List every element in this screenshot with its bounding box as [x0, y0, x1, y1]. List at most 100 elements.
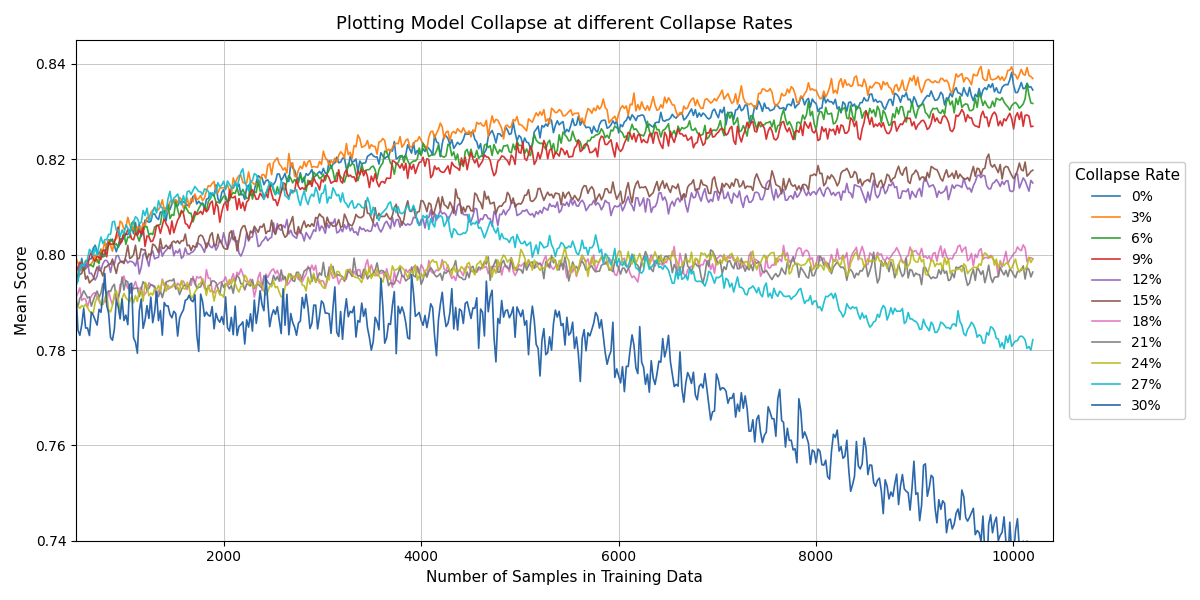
- 9%: [529, 157, 544, 164]
- 3%: [854, 83, 869, 90]
- 24%: [642, 262, 656, 269]
- 6%: [1002, 107, 1016, 114]
- 15%: [588, 199, 602, 206]
- 0%: [529, 126, 544, 133]
- Y-axis label: Mean Score: Mean Score: [14, 245, 30, 335]
- 3%: [74, 267, 89, 274]
- 6%: [1026, 100, 1040, 107]
- 6%: [523, 152, 538, 159]
- 21%: [526, 259, 540, 266]
- 27%: [1026, 336, 1040, 343]
- 15%: [854, 182, 869, 190]
- 30%: [97, 270, 112, 277]
- 18%: [1016, 241, 1031, 248]
- 15%: [83, 280, 97, 287]
- 3%: [588, 107, 602, 114]
- 12%: [854, 188, 869, 196]
- 12%: [1004, 188, 1019, 195]
- 27%: [588, 232, 602, 239]
- 30%: [1026, 560, 1040, 567]
- Title: Plotting Model Collapse at different Collapse Rates: Plotting Model Collapse at different Col…: [336, 15, 793, 33]
- 9%: [523, 143, 538, 150]
- 0%: [1004, 69, 1019, 76]
- 21%: [1026, 268, 1040, 275]
- 9%: [68, 269, 83, 276]
- 9%: [1026, 123, 1040, 130]
- 3%: [641, 102, 655, 109]
- 18%: [1026, 255, 1040, 262]
- 3%: [526, 119, 540, 126]
- 15%: [1007, 175, 1021, 182]
- 12%: [530, 211, 545, 218]
- 12%: [68, 272, 83, 280]
- 12%: [588, 202, 602, 209]
- 6%: [529, 137, 544, 144]
- 12%: [88, 277, 102, 284]
- 27%: [530, 250, 545, 257]
- 6%: [638, 128, 653, 135]
- 24%: [526, 266, 540, 274]
- Line: 18%: 18%: [76, 245, 1033, 307]
- 24%: [1026, 256, 1040, 263]
- 24%: [590, 259, 605, 266]
- 27%: [1004, 343, 1019, 350]
- 0%: [68, 279, 83, 286]
- Line: 9%: 9%: [76, 109, 1033, 272]
- X-axis label: Number of Samples in Training Data: Number of Samples in Training Data: [426, 570, 703, 585]
- Line: 21%: 21%: [76, 250, 1033, 307]
- 27%: [235, 165, 250, 172]
- 24%: [68, 301, 83, 308]
- 18%: [1004, 253, 1019, 260]
- 15%: [1026, 167, 1040, 174]
- 18%: [526, 262, 540, 269]
- 24%: [530, 263, 545, 271]
- 18%: [588, 268, 602, 275]
- 3%: [68, 254, 83, 261]
- 21%: [703, 247, 718, 254]
- 30%: [68, 288, 83, 295]
- 15%: [526, 198, 540, 205]
- 9%: [1004, 115, 1019, 122]
- 30%: [588, 309, 602, 316]
- Line: 30%: 30%: [76, 274, 1033, 572]
- 30%: [526, 302, 540, 310]
- 30%: [1021, 568, 1036, 575]
- 12%: [526, 210, 540, 217]
- 12%: [1026, 179, 1040, 187]
- 21%: [588, 268, 602, 275]
- 18%: [530, 261, 545, 268]
- 9%: [587, 147, 601, 154]
- 21%: [68, 298, 83, 305]
- 0%: [587, 123, 601, 130]
- 12%: [1008, 170, 1022, 178]
- 6%: [1020, 80, 1034, 88]
- Legend: 0%, 3%, 6%, 9%, 12%, 15%, 18%, 21%, 24%, 27%, 30%: 0%, 3%, 6%, 9%, 12%, 15%, 18%, 21%, 24%,…: [1069, 162, 1186, 419]
- 21%: [641, 253, 655, 260]
- Line: 0%: 0%: [76, 73, 1033, 283]
- 3%: [530, 112, 545, 119]
- 21%: [71, 303, 85, 310]
- 9%: [955, 106, 970, 113]
- Line: 15%: 15%: [76, 154, 1033, 283]
- 3%: [974, 63, 989, 70]
- Line: 6%: 6%: [76, 84, 1033, 283]
- 24%: [1007, 260, 1021, 267]
- 15%: [641, 187, 655, 194]
- 27%: [854, 310, 869, 317]
- 27%: [526, 254, 540, 261]
- 30%: [530, 345, 545, 352]
- 21%: [1007, 271, 1021, 278]
- 24%: [86, 310, 101, 317]
- 18%: [80, 304, 95, 311]
- 6%: [587, 134, 601, 141]
- 30%: [854, 460, 869, 467]
- 0%: [853, 99, 868, 106]
- 27%: [68, 282, 83, 289]
- 27%: [641, 258, 655, 265]
- 21%: [530, 260, 545, 267]
- Line: 24%: 24%: [76, 247, 1033, 313]
- 0%: [638, 118, 653, 125]
- Line: 3%: 3%: [76, 67, 1033, 271]
- 30%: [1004, 548, 1019, 556]
- 9%: [638, 139, 653, 146]
